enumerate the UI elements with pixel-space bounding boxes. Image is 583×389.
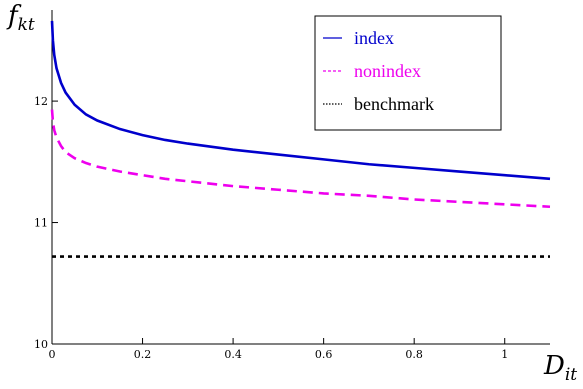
x-tick-label: 0.8 xyxy=(405,348,423,361)
legend-label-benchmark: benchmark xyxy=(354,94,434,114)
series-line-index xyxy=(50,20,551,181)
svg-text:Dit: Dit xyxy=(543,351,577,385)
x-tick-label: 0.6 xyxy=(315,348,333,361)
y-axis-title: fkt xyxy=(6,1,35,35)
x-axis-title-main: D xyxy=(543,351,565,381)
svg-text:fkt: fkt xyxy=(6,1,35,35)
x-ticks: 0 0.2 0.4 0.6 0.8 1 xyxy=(49,338,508,361)
legend-label-nonindex: nonindex xyxy=(354,61,421,81)
legend-label-index: index xyxy=(354,28,394,48)
y-tick-label: 12 xyxy=(34,95,48,108)
x-tick-label: 0.2 xyxy=(134,348,152,361)
x-tick-label: 0 xyxy=(49,348,56,361)
series-line-nonindex xyxy=(50,109,551,209)
y-axis-title-sub: kt xyxy=(18,15,35,35)
series-group xyxy=(50,20,551,258)
legend-box xyxy=(314,15,502,131)
y-tick-label: 10 xyxy=(34,338,48,351)
x-axis-title: Dit xyxy=(543,351,577,385)
plot-area xyxy=(51,10,550,345)
y-tick-label: 11 xyxy=(34,217,48,230)
x-tick-label: 0.4 xyxy=(224,348,242,361)
legend: index nonindex benchmark xyxy=(314,15,502,131)
y-ticks: 10 11 12 xyxy=(34,95,58,351)
x-tick-label: 1 xyxy=(501,348,508,361)
x-axis-title-sub: it xyxy=(565,365,577,385)
